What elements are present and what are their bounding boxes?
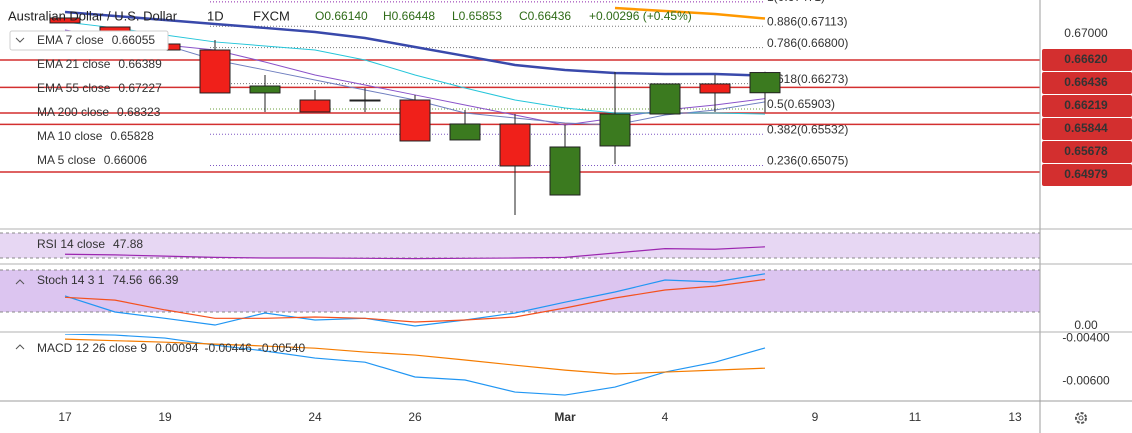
legend-value: 0.66006 [104,153,148,167]
candle-body [749,72,781,94]
ohlc-high: H0.66448 [383,9,435,23]
legend-label: MA 10 close [37,129,103,143]
legend-value: 47.88 [113,237,143,251]
price-badge-label: 0.64979 [1064,167,1108,181]
ohlc-open: O0.66140 [315,9,368,23]
ohlc-change: +0.00296 (+0.45%) [589,9,692,23]
candle-body [699,83,731,94]
candle-body [449,123,481,141]
indicator-line [64,246,766,260]
fib-label: 0.5(0.65903) [767,97,835,111]
fib-label: 0.786(0.66800) [767,36,848,50]
legend-value: 66.39 [148,273,178,287]
collapse-caret[interactable] [15,344,25,350]
legend-box[interactable] [9,30,169,51]
legend-label: EMA 55 close [37,81,111,95]
candle-body [249,85,281,94]
y-tick-label: -0.00600 [1062,373,1110,387]
price-badge-label: 0.66620 [1064,52,1108,66]
pane [0,232,1040,260]
candle-body [49,17,81,24]
ma-line [64,21,766,115]
collapse-caret[interactable] [15,279,25,285]
interval: 1D [207,8,224,23]
price-badge [1042,140,1132,163]
pane [0,269,1040,327]
indicator-line [64,278,766,323]
indicator-band [0,269,1040,313]
candle-body [349,99,381,102]
settings-icon[interactable] [1075,412,1087,424]
legend-value: -0.00446 [204,341,252,355]
fib-label: 1(0.67471) [767,0,825,4]
price-badge [1042,117,1132,140]
x-tick-label: 11 [909,410,922,424]
indicator-title: Stoch 14 3 1 [37,273,105,287]
price-badge-label: 0.66436 [1064,75,1108,89]
fib-label: 0.886(0.67113) [767,14,848,28]
y-tick-label: 0.67000 [1064,26,1108,40]
fib-label: 0.236(0.65075) [767,154,848,168]
symbol-title: Australian Dollar / U.S. Dollar [8,8,178,23]
pane: 1(0.67471) 0.886(0.67113) 0.786(0.66800) 0.… [0,0,1040,215]
indicator-band [0,233,1040,258]
x-tick-label: 13 [1008,410,1022,424]
legend-value: 74.56 [112,273,142,287]
indicator-line [64,334,766,396]
legend-value: -0.00540 [258,341,306,355]
price-badge [1042,48,1132,71]
x-tick-label: Mar [554,410,576,424]
price-badge-label: 0.65844 [1064,121,1108,135]
price-badge [1042,163,1132,186]
price-badge-label: 0.65678 [1064,144,1108,158]
legend-label: MA 5 close [37,153,96,167]
x-tick-label: 17 [58,410,72,424]
indicator-title: MACD 12 26 close 9 [37,341,147,355]
fib-label: 0.618(0.66273) [767,72,848,86]
y-tick-label: 0.00 [1074,318,1098,332]
indicator-line [64,273,766,327]
legend-value: 0.00094 [155,341,199,355]
ohlc-close: C0.66436 [519,9,571,23]
x-tick-label: 4 [662,410,669,424]
pane [64,334,766,396]
collapse-caret[interactable] [15,37,25,43]
legend-label: MA 200 close [37,105,109,119]
price-badge [1042,71,1132,94]
candle-body [299,99,331,113]
x-tick-label: 19 [158,410,172,424]
fib-label: 0.382(0.65532) [767,122,848,136]
legend-value: 0.67227 [118,81,162,95]
ma-line [64,10,766,77]
candle-body [399,99,431,142]
legend-label: EMA 21 close [37,57,111,71]
price-badge [1042,94,1132,117]
y-tick-label: -0.00400 [1062,330,1110,344]
legend-value: 0.66055 [112,33,156,47]
x-tick-label: 24 [308,410,322,424]
legend-value: 0.65828 [110,129,154,143]
legend-label: EMA 7 close [37,33,104,47]
ma-line [614,6,766,20]
indicator-title: RSI 14 close [37,237,105,251]
x-tick-label: 26 [408,410,422,424]
plot-layer: 1(0.67471) 0.886(0.67113) 0.786(0.66800) 0.… [0,0,1040,396]
x-tick-label: 9 [812,410,819,424]
indicator-line [64,338,766,375]
candle-body [599,113,631,147]
source: FXCM [253,8,290,23]
candle-body [649,83,681,115]
candle-body [499,123,531,167]
candle-body [199,49,231,94]
price-badge-label: 0.66219 [1064,98,1108,112]
legend-value: 0.66389 [118,57,162,71]
candle-body [549,146,581,196]
legend-value: 0.68323 [117,105,161,119]
ohlc-low: L0.65853 [452,9,502,23]
